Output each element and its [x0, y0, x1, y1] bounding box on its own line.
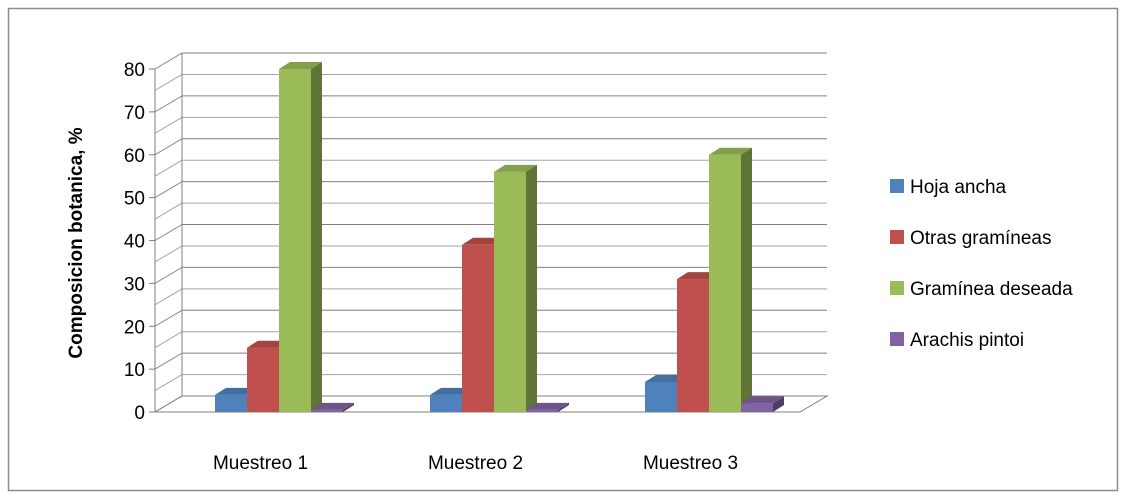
legend-label: Arachis pintoi — [910, 330, 1024, 351]
side-gridline — [154, 202, 183, 220]
bar-front — [677, 279, 709, 412]
side-gridline — [154, 224, 183, 241]
x-category-label: Muestreo 1 — [213, 453, 308, 474]
side-gridline — [154, 395, 183, 413]
bar-front — [494, 171, 526, 412]
side-gridline — [154, 245, 183, 263]
bar-side — [311, 62, 322, 412]
x-category-label: Muestreo 2 — [428, 453, 523, 474]
legend: Hoja ancha Otras gramíneas Gramínea desead… — [890, 177, 1073, 351]
side-gridline — [154, 52, 183, 70]
legend-label: Hoja ancha — [910, 177, 1007, 198]
legend-label: Otras gramíneas — [910, 228, 1052, 249]
bar-side — [773, 396, 784, 412]
x-category-label: Muestreo 3 — [643, 453, 738, 474]
y-axis-ticks: 0 10 20 30 40 50 60 70 80 — [124, 60, 155, 424]
bar-front — [526, 409, 558, 412]
bar-top — [526, 402, 569, 410]
side-gridline — [154, 266, 183, 284]
bar-front — [279, 69, 311, 412]
side-gridline — [154, 352, 183, 370]
side-gridline — [154, 74, 183, 91]
y-tick-label: 20 — [124, 317, 145, 338]
side-gridline — [154, 288, 183, 306]
side-gridline — [154, 331, 183, 349]
side-gridline — [154, 181, 183, 199]
bar-top — [709, 147, 752, 155]
bar-top — [311, 402, 354, 410]
y-tick-label: 60 — [124, 146, 145, 167]
y-tick-label: 70 — [124, 103, 145, 124]
bars — [215, 62, 784, 412]
side-gridline — [154, 159, 183, 177]
bar-front — [430, 394, 462, 412]
y-tick-label: 80 — [124, 60, 145, 81]
side-gridline — [154, 116, 183, 134]
y-tick-label: 30 — [124, 274, 145, 295]
bar-side — [526, 164, 537, 412]
legend-swatch — [890, 230, 904, 244]
bar-top — [494, 164, 537, 172]
bar-side — [741, 147, 752, 412]
bar-front — [741, 403, 773, 412]
y-tick-label: 10 — [124, 360, 145, 381]
y-tick-label: 40 — [124, 232, 145, 253]
side-gridline — [154, 374, 183, 391]
y-axis-label: Composicion botanica, % — [66, 127, 87, 358]
legend-swatch — [890, 179, 904, 193]
bar-front — [462, 244, 494, 412]
side-gridline — [154, 138, 183, 156]
side-gridline — [154, 309, 183, 327]
bar-side — [343, 402, 354, 412]
legend-swatch — [890, 281, 904, 295]
legend-label: Gramínea deseada — [910, 279, 1073, 300]
legend-swatch — [890, 332, 904, 346]
y-tick-label: 0 — [134, 403, 145, 424]
bar-front — [215, 394, 247, 412]
y-tick-label: 50 — [124, 189, 145, 210]
bar-front — [645, 381, 677, 412]
bar-side — [558, 402, 569, 412]
bar-front — [247, 347, 279, 412]
bar-top — [279, 62, 322, 69]
x-axis-categories: Muestreo 1 Muestreo 2 Muestreo 3 — [213, 453, 738, 474]
side-gridline — [154, 95, 183, 113]
bar-front — [311, 409, 343, 412]
bar-front — [709, 154, 741, 412]
bar-top — [741, 396, 784, 404]
